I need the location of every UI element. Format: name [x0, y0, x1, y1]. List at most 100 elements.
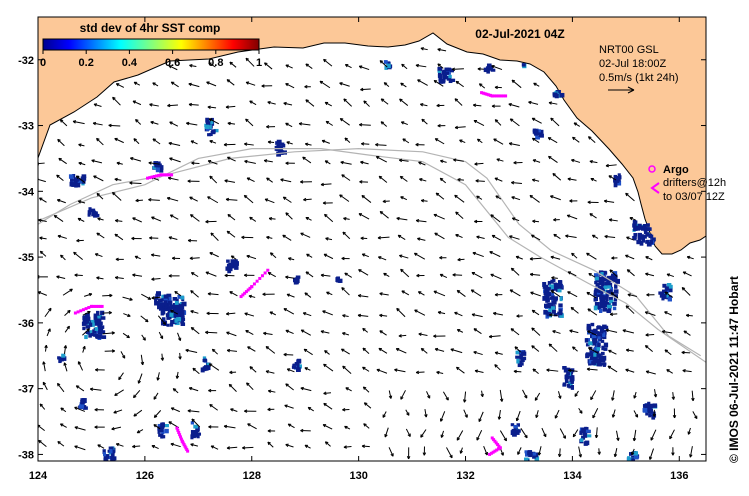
current-vector	[437, 63, 444, 69]
current-vector	[554, 409, 560, 419]
current-vector	[683, 330, 691, 336]
current-vector	[249, 216, 257, 222]
current-vector	[344, 64, 352, 69]
current-vector	[537, 446, 542, 456]
current-vector	[246, 177, 255, 182]
current-vector	[300, 329, 311, 336]
current-vector	[341, 287, 350, 296]
lon-tick-label: 136	[670, 470, 688, 482]
current-vector	[520, 428, 528, 439]
current-vector	[375, 143, 387, 147]
current-vector	[571, 158, 581, 163]
current-vector	[546, 368, 559, 372]
current-vector	[246, 254, 257, 260]
current-vector	[205, 219, 217, 224]
current-vector	[166, 196, 179, 202]
current-vector	[158, 331, 164, 340]
current-vector	[304, 142, 312, 147]
current-vector	[96, 192, 104, 200]
current-vector	[357, 294, 369, 298]
current-vector	[95, 368, 105, 372]
current-vector	[494, 85, 502, 90]
current-vector	[360, 87, 371, 92]
current-vector	[557, 448, 562, 458]
current-vector	[399, 98, 409, 106]
current-vector	[362, 347, 370, 354]
current-vector	[611, 409, 616, 418]
sst-patch	[292, 275, 301, 285]
current-vector	[533, 82, 540, 87]
current-vector	[645, 256, 653, 261]
sst-patch	[102, 446, 117, 461]
current-vector	[597, 448, 601, 455]
current-vector	[362, 386, 370, 393]
current-vector	[422, 446, 427, 456]
current-vector	[300, 232, 311, 238]
current-vector	[375, 156, 388, 163]
current-vector	[170, 81, 179, 88]
current-vector	[529, 257, 542, 261]
current-vector	[286, 368, 295, 373]
current-vector	[247, 346, 256, 352]
current-vector	[229, 370, 237, 375]
current-vector	[169, 214, 179, 220]
current-vector	[622, 329, 634, 334]
current-vector	[531, 327, 541, 336]
sst-patch	[579, 426, 592, 446]
current-vector	[440, 430, 445, 438]
current-vector	[531, 345, 540, 352]
current-vector	[249, 100, 257, 106]
current-vector	[361, 253, 370, 258]
current-vector	[455, 366, 465, 374]
current-vector	[91, 159, 103, 164]
current-vector	[516, 314, 523, 318]
current-vector	[93, 175, 104, 182]
current-vector	[242, 446, 254, 450]
current-vector	[177, 332, 182, 341]
current-vector	[400, 82, 407, 88]
current-vector	[74, 406, 86, 412]
current-vector	[494, 292, 503, 297]
colorbar-title: std dev of 4hr SST comp	[80, 21, 221, 35]
current-vector	[489, 251, 501, 258]
current-vector	[227, 156, 236, 162]
current-vector	[323, 402, 333, 410]
current-vector	[77, 217, 85, 222]
current-vector	[339, 82, 350, 87]
current-vector	[645, 272, 655, 277]
current-vector	[120, 351, 126, 359]
current-vector	[456, 289, 466, 297]
colorbar-tick-label: 0.6	[165, 57, 180, 69]
current-vector	[531, 234, 541, 241]
current-vector	[490, 214, 501, 223]
sst-patch	[154, 291, 173, 313]
current-vector	[269, 311, 276, 316]
current-vector	[440, 159, 447, 164]
current-vector	[285, 64, 293, 69]
current-vector	[112, 96, 121, 106]
current-vector	[267, 100, 276, 105]
current-vector	[517, 447, 522, 455]
current-vector	[552, 330, 561, 334]
current-vector	[437, 310, 446, 315]
current-vector	[509, 118, 520, 127]
current-vector	[304, 292, 312, 298]
current-vector	[343, 216, 350, 221]
current-vector	[587, 200, 599, 205]
current-vector	[343, 445, 352, 449]
current-vector	[96, 276, 104, 280]
current-vector	[644, 345, 653, 352]
current-vector	[363, 402, 372, 409]
current-vector	[587, 308, 598, 316]
current-vector	[225, 105, 236, 109]
map-title: 02-Jul-2021 04Z	[475, 27, 564, 41]
argo-legend-marker	[648, 165, 656, 173]
current-vector	[664, 311, 673, 316]
current-vector	[78, 161, 86, 166]
current-vector	[437, 48, 447, 52]
current-vector	[459, 139, 466, 144]
current-vector	[267, 441, 274, 448]
current-vector	[420, 347, 428, 354]
current-vector	[89, 387, 102, 391]
